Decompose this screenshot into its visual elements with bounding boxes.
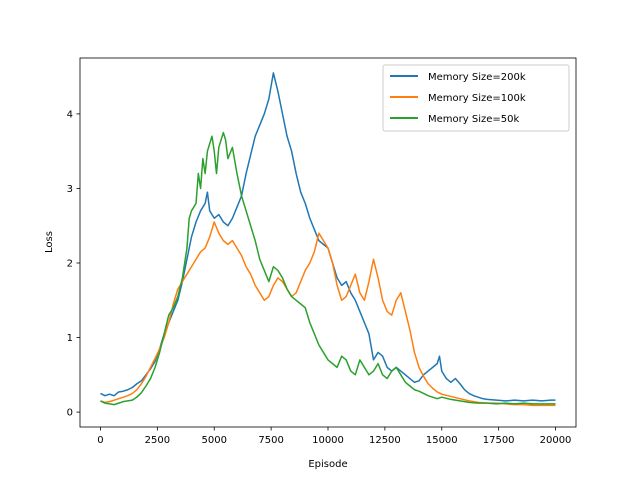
y-tick-label: 4 <box>67 109 73 120</box>
x-axis: 0 2500 5000 7500 10000 12500 15000 17500 20000 <box>97 427 571 446</box>
x-tick-label: 17500 <box>483 435 515 446</box>
legend-label-200k: Memory Size=200k <box>428 72 526 83</box>
legend-label-50k: Memory Size=50k <box>428 114 519 125</box>
x-tick-label: 20000 <box>540 435 572 446</box>
y-tick-label: 1 <box>67 333 73 344</box>
y-axis: 0 1 2 3 4 <box>67 109 80 419</box>
x-tick-label: 10000 <box>312 435 344 446</box>
legend: Memory Size=200k Memory Size=100k Memory… <box>382 64 570 132</box>
x-tick-label: 5000 <box>202 435 227 446</box>
y-tick-label: 2 <box>67 259 73 270</box>
series-line-50k <box>100 131 556 406</box>
series-line-200k <box>100 72 556 402</box>
x-tick-label: 2500 <box>145 435 170 446</box>
legend-box <box>382 64 570 132</box>
y-tick-label: 3 <box>67 184 73 195</box>
x-axis-label: Episode <box>308 459 347 470</box>
legend-label-100k: Memory Size=100k <box>428 93 526 104</box>
x-tick-label: 15000 <box>426 435 458 446</box>
x-tick-label: 12500 <box>369 435 401 446</box>
y-tick-label: 0 <box>67 408 73 419</box>
x-tick-label: 7500 <box>258 435 283 446</box>
y-axis-label: Loss <box>44 231 55 253</box>
x-tick-label: 0 <box>97 435 103 446</box>
series-layer <box>100 72 556 407</box>
series-line-100k <box>100 221 556 407</box>
